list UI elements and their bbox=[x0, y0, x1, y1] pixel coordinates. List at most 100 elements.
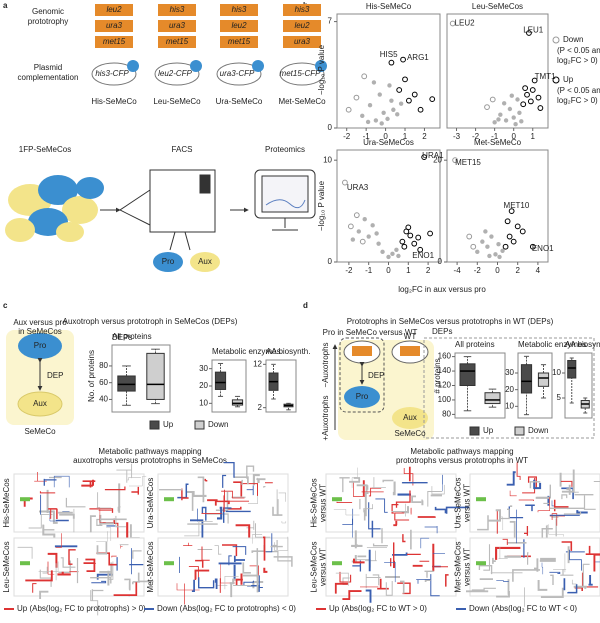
point bbox=[389, 60, 394, 65]
y-tick-label: 10 bbox=[323, 155, 332, 164]
pathway bbox=[426, 580, 431, 581]
point bbox=[480, 239, 484, 243]
gene-label: LEU2 bbox=[455, 19, 476, 28]
point bbox=[370, 223, 374, 227]
point bbox=[387, 83, 391, 87]
label: FACS bbox=[172, 145, 193, 154]
map-tag bbox=[164, 561, 174, 565]
point bbox=[360, 114, 364, 118]
x-tick-label: 0 bbox=[495, 266, 500, 275]
label: WT bbox=[404, 332, 417, 341]
point bbox=[354, 95, 359, 100]
plot-title: AA biosynth. bbox=[266, 347, 310, 356]
label: Pro bbox=[34, 341, 47, 350]
point bbox=[497, 255, 501, 259]
y-tick-label: 5 bbox=[557, 393, 562, 402]
map-tag bbox=[332, 561, 342, 565]
y-tick-label: 30 bbox=[505, 368, 514, 377]
box bbox=[538, 373, 548, 386]
point bbox=[538, 106, 543, 111]
point bbox=[505, 219, 510, 224]
legend-label: Down (Abs(log₂ FC to prototrophs) < 0) bbox=[157, 604, 296, 613]
legend-marker bbox=[553, 37, 559, 43]
x-tick-label: -2 bbox=[343, 132, 351, 141]
gene-label: met15 bbox=[103, 37, 126, 46]
point bbox=[412, 92, 417, 97]
gene-label: met15 bbox=[166, 37, 189, 46]
gene-label: HIS5 bbox=[380, 50, 398, 59]
point bbox=[362, 74, 367, 79]
point bbox=[363, 217, 367, 221]
x-tick-label: 2 bbox=[422, 132, 427, 141]
point bbox=[520, 229, 525, 234]
label: Metabolic pathways mapping bbox=[98, 447, 201, 456]
label: Aux bbox=[403, 413, 417, 422]
gene-box bbox=[400, 346, 420, 356]
legend-note: log₂FC > 0) bbox=[557, 96, 598, 105]
label: DEPs bbox=[432, 327, 452, 336]
map-label: Leu-SeMeCos bbox=[310, 541, 319, 592]
x-tick-label: 1 bbox=[531, 132, 536, 141]
point bbox=[416, 235, 421, 240]
label: Aux bbox=[33, 399, 47, 408]
plot-title: His-SeMeCo bbox=[366, 2, 412, 11]
y-tick-label: 120 bbox=[438, 381, 452, 390]
pathway bbox=[540, 559, 555, 561]
gene-label: MET15 bbox=[455, 158, 481, 167]
label: Pro bbox=[356, 392, 369, 401]
label: in SeMeCos bbox=[18, 327, 62, 336]
strain-name: Leu-SeMeCo bbox=[153, 97, 201, 106]
gene-label: ura3 bbox=[294, 37, 311, 46]
point bbox=[403, 77, 408, 82]
point bbox=[528, 99, 533, 104]
facs-machine bbox=[100, 170, 315, 250]
x-tick-label: -4 bbox=[454, 266, 462, 275]
gene-label: ARG1 bbox=[407, 53, 429, 62]
label: Pro bbox=[162, 257, 175, 266]
map-label: Ura-SeMeCos bbox=[146, 478, 155, 529]
y-tick-label: 2 bbox=[258, 403, 263, 412]
box bbox=[568, 361, 576, 379]
y-tick-label: 0 bbox=[328, 123, 333, 132]
y-tick-label: 160 bbox=[438, 352, 452, 361]
point bbox=[507, 234, 512, 239]
label: No. of proteins bbox=[87, 350, 96, 402]
legend-swatch bbox=[195, 421, 204, 429]
gene-label: met15 bbox=[228, 37, 251, 46]
point bbox=[503, 244, 508, 249]
map-label: versus WT bbox=[319, 548, 328, 586]
point bbox=[408, 233, 413, 238]
point bbox=[390, 252, 394, 256]
y-tick-label: 0 bbox=[328, 257, 333, 266]
box bbox=[521, 365, 531, 393]
label: prototrophs versus prototrophs in WT bbox=[396, 456, 528, 465]
map-tag bbox=[164, 497, 174, 501]
point bbox=[391, 108, 395, 112]
point bbox=[374, 231, 378, 235]
point bbox=[346, 107, 351, 112]
point bbox=[430, 97, 435, 102]
point bbox=[394, 248, 398, 252]
gene-label: MET10 bbox=[504, 201, 530, 210]
point bbox=[368, 103, 372, 107]
point bbox=[508, 107, 512, 111]
legend-note: (P < 0.05 and bbox=[557, 86, 600, 95]
strain-name: Met-SeMeCo bbox=[278, 97, 326, 106]
panel-letter: a bbox=[3, 1, 8, 10]
cfp bbox=[127, 60, 139, 72]
point bbox=[354, 213, 359, 218]
point bbox=[407, 98, 412, 103]
point bbox=[374, 118, 378, 122]
plot-title: AA biosynth. bbox=[565, 340, 600, 349]
point bbox=[406, 225, 411, 230]
map-label: His-SeMeCos bbox=[310, 478, 319, 527]
point bbox=[412, 241, 417, 246]
point bbox=[496, 242, 500, 246]
point bbox=[471, 244, 476, 249]
gene-label: ENO1 bbox=[412, 251, 434, 260]
y-tick-label: 20 bbox=[433, 155, 442, 164]
point bbox=[418, 107, 423, 112]
point bbox=[525, 92, 530, 97]
map-tag bbox=[332, 497, 342, 501]
